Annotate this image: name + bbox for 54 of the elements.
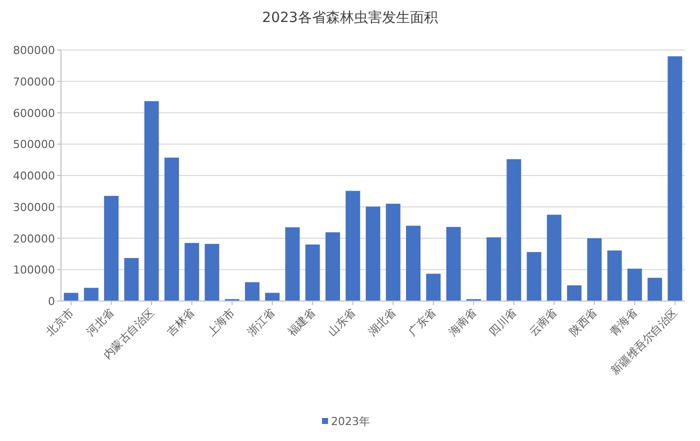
bar <box>64 292 78 301</box>
bar <box>366 206 380 301</box>
x-tick-label: 浙江省 <box>244 306 278 338</box>
bar <box>386 204 400 301</box>
bar <box>486 237 502 301</box>
x-tick-label: 海南省 <box>446 306 479 338</box>
y-tick-label: 400000 <box>13 170 55 182</box>
bar <box>587 238 602 301</box>
bar <box>124 258 139 301</box>
x-tick-label: 云南省 <box>526 306 560 338</box>
x-tick-label: 福建省 <box>285 306 318 338</box>
x-tick-label: 吉林省 <box>164 306 197 338</box>
y-tick-label: 800000 <box>13 44 55 57</box>
bar <box>526 252 542 301</box>
bar <box>144 101 159 301</box>
bar <box>446 226 461 301</box>
bar <box>406 226 421 301</box>
y-tick-label: 500000 <box>13 138 55 152</box>
x-tick-label: 河北省 <box>84 306 116 338</box>
y-tick-label: 100000 <box>13 264 55 277</box>
x-tick-label: 山东省 <box>325 306 358 338</box>
bar <box>627 268 642 301</box>
x-tick-label: 北京市 <box>44 306 76 338</box>
bar <box>668 56 682 301</box>
x-tick-label: 陕西省 <box>567 306 600 338</box>
y-tick-label: 700000 <box>13 75 55 88</box>
bar <box>184 242 200 301</box>
bar <box>607 250 622 301</box>
y-tick-label: 300000 <box>13 200 55 214</box>
bar <box>84 288 98 301</box>
x-tick-label: 上海市 <box>204 306 238 338</box>
bar <box>325 232 340 301</box>
x-tick-label: 四川省 <box>486 306 520 338</box>
bar <box>164 158 179 301</box>
bar <box>305 244 320 301</box>
bar <box>285 227 300 301</box>
bar <box>265 292 280 301</box>
x-tick-label: 湖北省 <box>366 306 398 338</box>
bar <box>104 196 119 301</box>
bar <box>546 214 562 301</box>
legend-label: 2023年 <box>331 415 370 428</box>
y-tick-label: 0 <box>48 295 55 308</box>
bar <box>244 282 260 301</box>
bar <box>506 159 522 301</box>
bar <box>346 190 360 301</box>
bar <box>426 274 441 301</box>
bar <box>648 278 662 301</box>
y-tick-label: 200000 <box>13 232 55 246</box>
bar <box>567 285 582 301</box>
bar <box>204 244 220 301</box>
x-tick-label: 广东省 <box>406 306 439 338</box>
y-tick-label: 600000 <box>13 106 55 120</box>
x-tick-label: 青海省 <box>607 306 640 338</box>
chart-title: 2023各省森林虫害发生面积 <box>262 10 438 26</box>
